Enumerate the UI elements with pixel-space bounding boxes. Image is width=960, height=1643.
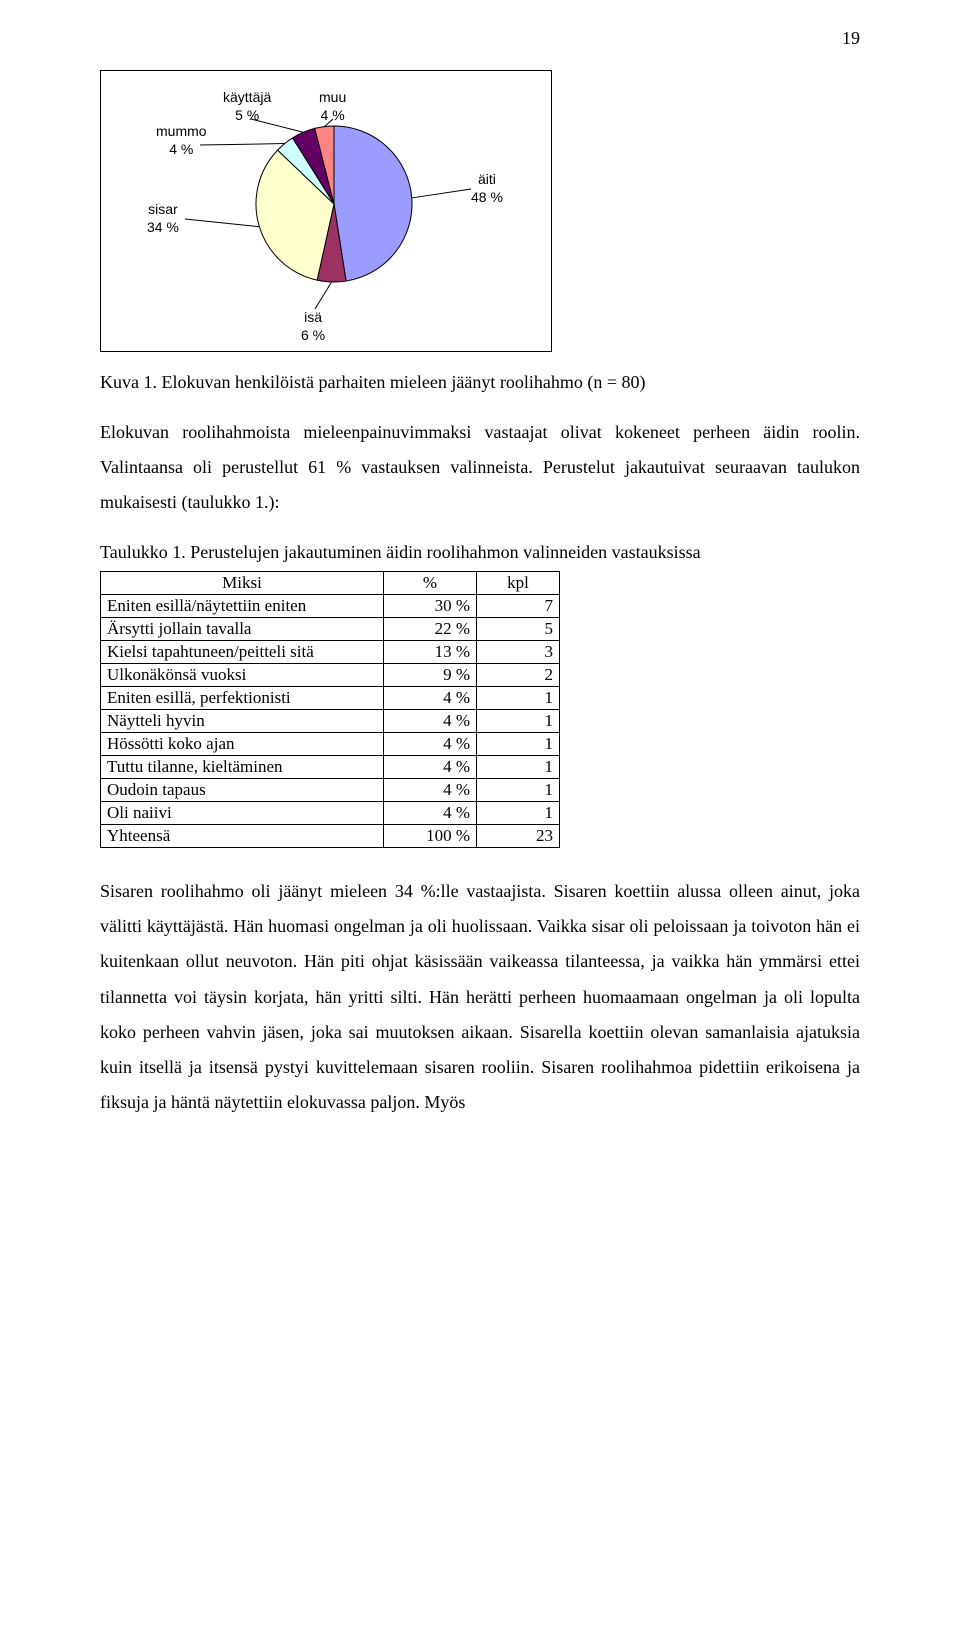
pie-label-sisar: sisar 34 % [147,201,179,236]
cell-kpl: 23 [477,825,560,848]
pie-label-kayttaja: käyttäjä 5 % [223,89,271,124]
cell-label: Oli naiivi [101,802,384,825]
paragraph-1: Elokuvan roolihahmoista mieleenpainuvimm… [100,415,860,520]
table-row: Yhteensä100 %23 [101,825,560,848]
cell-pct: 4 % [384,710,477,733]
pie-label-muu: muu 4 % [319,89,346,124]
col-header-miksi: Miksi [101,572,384,595]
cell-label: Näytteli hyvin [101,710,384,733]
cell-label: Ulkonäkönsä vuoksi [101,664,384,687]
col-header-kpl: kpl [477,572,560,595]
cell-kpl: 1 [477,687,560,710]
callout-line-isa [315,282,332,309]
cell-label: Yhteensä [101,825,384,848]
callout-line-sisar [185,219,259,227]
cell-pct: 30 % [384,595,477,618]
table-row: Hössötti koko ajan4 %1 [101,733,560,756]
col-header-pct: % [384,572,477,595]
cell-label: Eniten esillä/näytettiin eniten [101,595,384,618]
pie-label-mummo: mummo 4 % [156,123,207,158]
cell-kpl: 5 [477,618,560,641]
table-header-row: Miksi % kpl [101,572,560,595]
cell-kpl: 1 [477,710,560,733]
pie-label-isa: isä 6 % [301,309,325,344]
callout-line-aiti [412,189,471,198]
table-row: Ärsytti jollain tavalla22 %5 [101,618,560,641]
cell-pct: 13 % [384,641,477,664]
pie-slice-aiti [334,126,412,281]
cell-pct: 9 % [384,664,477,687]
cell-label: Tuttu tilanne, kieltäminen [101,756,384,779]
table-row: Tuttu tilanne, kieltäminen4 %1 [101,756,560,779]
pie-chart: äiti 48 % isä 6 % sisar 34 % mummo 4 % käytt… [101,71,551,351]
pie-label-aiti: äiti 48 % [471,171,503,206]
cell-kpl: 1 [477,733,560,756]
cell-label: Ärsytti jollain tavalla [101,618,384,641]
table-row: Näytteli hyvin4 %1 [101,710,560,733]
table-row: Eniten esillä, perfektionisti4 %1 [101,687,560,710]
cell-kpl: 2 [477,664,560,687]
cell-label: Eniten esillä, perfektionisti [101,687,384,710]
table-row: Oudoin tapaus4 %1 [101,779,560,802]
cell-label: Kielsi tapahtuneen/peitteli sitä [101,641,384,664]
table-row: Kielsi tapahtuneen/peitteli sitä13 %3 [101,641,560,664]
table-body: Eniten esillä/näytettiin eniten30 %7Ärsy… [101,595,560,848]
callout-line-mummo [200,144,285,145]
table-row: Oli naiivi4 %1 [101,802,560,825]
data-table: Miksi % kpl Eniten esillä/näytettiin eni… [100,571,560,848]
page-number: 19 [842,28,860,49]
cell-pct: 4 % [384,756,477,779]
cell-pct: 4 % [384,779,477,802]
cell-pct: 22 % [384,618,477,641]
table-row: Eniten esillä/näytettiin eniten30 %7 [101,595,560,618]
pie-chart-box: äiti 48 % isä 6 % sisar 34 % mummo 4 % käytt… [100,70,552,352]
cell-kpl: 1 [477,779,560,802]
cell-pct: 100 % [384,825,477,848]
table-row: Ulkonäkönsä vuoksi9 %2 [101,664,560,687]
table-caption: Taulukko 1. Perustelujen jakautuminen äi… [100,542,860,563]
cell-kpl: 1 [477,802,560,825]
figure-caption: Kuva 1. Elokuvan henkilöistä parhaiten m… [100,372,860,393]
page: 19 äiti 48 % isä 6 % sisar 34 % mummo 4 % kä… [0,0,960,1202]
cell-kpl: 1 [477,756,560,779]
cell-kpl: 3 [477,641,560,664]
cell-pct: 4 % [384,733,477,756]
cell-label: Oudoin tapaus [101,779,384,802]
cell-pct: 4 % [384,802,477,825]
cell-label: Hössötti koko ajan [101,733,384,756]
cell-pct: 4 % [384,687,477,710]
paragraph-2: Sisaren roolihahmo oli jäänyt mieleen 34… [100,874,860,1120]
cell-kpl: 7 [477,595,560,618]
